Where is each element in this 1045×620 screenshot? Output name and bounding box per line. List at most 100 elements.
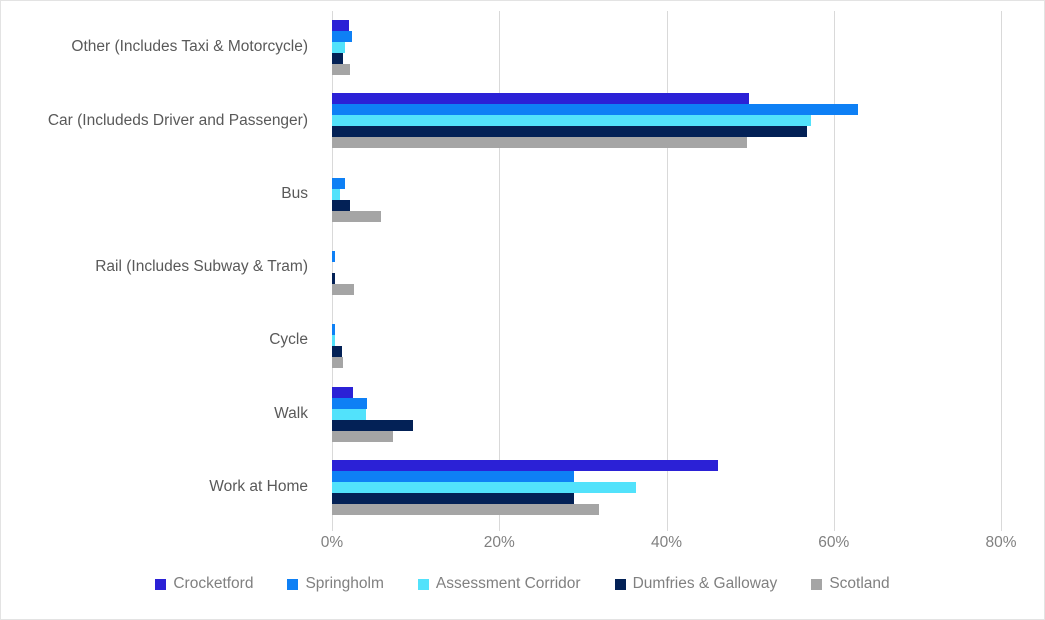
bar[interactable] — [332, 397, 368, 409]
bar[interactable] — [332, 31, 353, 43]
legend-item[interactable]: Springholm — [287, 575, 384, 593]
bar-slot — [332, 177, 1001, 189]
legend: Crocketford Springholm Assessment Corridor… — [1, 575, 1044, 593]
bar[interactable] — [332, 503, 599, 515]
bar-slot — [332, 357, 1001, 369]
legend-item[interactable]: Assessment Corridor — [417, 575, 581, 593]
bar[interactable] — [332, 492, 574, 504]
bar-slot — [332, 408, 1001, 420]
x-axis-tick — [1001, 524, 1002, 531]
y-axis-label: Rail (Includes Subway & Tram) — [95, 258, 308, 276]
bar-slot — [332, 240, 1001, 251]
bar-slot — [332, 346, 1001, 358]
bar[interactable] — [332, 53, 343, 65]
bar[interactable] — [332, 357, 343, 369]
bar-slot — [332, 115, 1001, 127]
bar[interactable] — [332, 335, 335, 347]
bar[interactable] — [332, 137, 747, 149]
bar-slot — [332, 126, 1001, 138]
bar-slot — [332, 199, 1001, 211]
gridline — [1001, 11, 1002, 524]
bar-slot — [332, 481, 1001, 493]
legend-item[interactable]: Dumfries & Galloway — [614, 575, 778, 593]
y-axis-label: Cycle — [269, 331, 308, 349]
x-axis-tick — [332, 524, 333, 531]
bar-slot — [332, 430, 1001, 442]
bar[interactable] — [332, 481, 637, 493]
bar[interactable] — [332, 346, 343, 358]
bar-slot — [332, 167, 1001, 178]
x-axis-tick-label: 60% — [818, 534, 850, 551]
legend-swatch-icon — [155, 578, 167, 590]
y-axis-labels: Other (Includes Taxi & Motorcycle) Car (… — [1, 11, 319, 524]
bar[interactable] — [332, 20, 349, 32]
bar-slot — [332, 20, 1001, 32]
bar[interactable] — [332, 199, 351, 211]
bar-slot — [332, 31, 1001, 43]
bar-rows — [332, 11, 1001, 524]
bar[interactable] — [332, 470, 574, 482]
x-axis-tick-label: 20% — [483, 534, 515, 551]
bar[interactable] — [332, 419, 414, 431]
bar-group — [332, 84, 1001, 157]
plot-area — [332, 11, 1002, 524]
bar[interactable] — [332, 250, 336, 262]
bar-slot — [332, 250, 1001, 262]
bar[interactable] — [332, 430, 394, 442]
bar[interactable] — [332, 104, 858, 116]
bar[interactable] — [332, 283, 354, 295]
bar-group — [332, 377, 1001, 450]
y-axis-label: Car (Includeds Driver and Passenger) — [47, 111, 308, 129]
bar-group — [332, 451, 1001, 524]
legend-label: Assessment Corridor — [435, 575, 581, 592]
bar[interactable] — [332, 324, 336, 336]
x-axis-tick-label: 40% — [650, 534, 683, 551]
bar-slot — [332, 64, 1001, 76]
bar[interactable] — [332, 408, 367, 420]
bar-group — [332, 158, 1001, 231]
bar-slot — [332, 492, 1001, 504]
bar[interactable] — [332, 210, 382, 222]
legend-swatch-icon — [811, 578, 823, 590]
x-axis-tick-label: 0% — [320, 534, 344, 551]
legend-item[interactable]: Scotland — [811, 575, 890, 593]
legend-item[interactable]: Crocketford — [155, 575, 253, 593]
bar-slot — [332, 397, 1001, 409]
bar[interactable] — [332, 272, 336, 284]
bar[interactable] — [332, 126, 807, 138]
bar-slot — [332, 459, 1001, 471]
bar-slot — [332, 42, 1001, 54]
bar[interactable] — [332, 459, 719, 471]
bar[interactable] — [332, 42, 345, 54]
legend-label: Scotland — [829, 575, 890, 592]
bar-slot — [332, 386, 1001, 398]
bar-slot — [332, 262, 1001, 273]
bar-slot — [332, 283, 1001, 295]
legend-swatch-icon — [287, 578, 299, 590]
bar-slot — [332, 470, 1001, 482]
bar-group — [332, 231, 1001, 304]
x-axis: 0% 20% 40% 60% 80% — [321, 524, 1017, 554]
bar[interactable] — [332, 64, 350, 76]
bar-slot — [332, 137, 1001, 149]
legend-swatch-icon — [417, 578, 429, 590]
x-axis-tick-label: 80% — [985, 534, 1017, 551]
bar-slot — [332, 419, 1001, 431]
legend-label: Dumfries & Galloway — [632, 575, 778, 592]
bar-slot — [332, 53, 1001, 65]
bar-slot — [332, 93, 1001, 105]
bar-slot — [332, 188, 1001, 200]
bar[interactable] — [332, 93, 750, 105]
bar[interactable] — [332, 177, 346, 189]
legend-label: Crocketford — [173, 575, 254, 592]
bar[interactable] — [332, 188, 341, 200]
bar-slot — [332, 335, 1001, 347]
legend-label: Springholm — [305, 575, 384, 592]
bar[interactable] — [332, 386, 353, 398]
y-axis-label: Walk — [274, 404, 308, 422]
bar-slot — [332, 503, 1001, 515]
bar-slot — [332, 324, 1001, 336]
bar[interactable] — [332, 115, 812, 127]
y-axis-label: Bus — [281, 184, 308, 202]
